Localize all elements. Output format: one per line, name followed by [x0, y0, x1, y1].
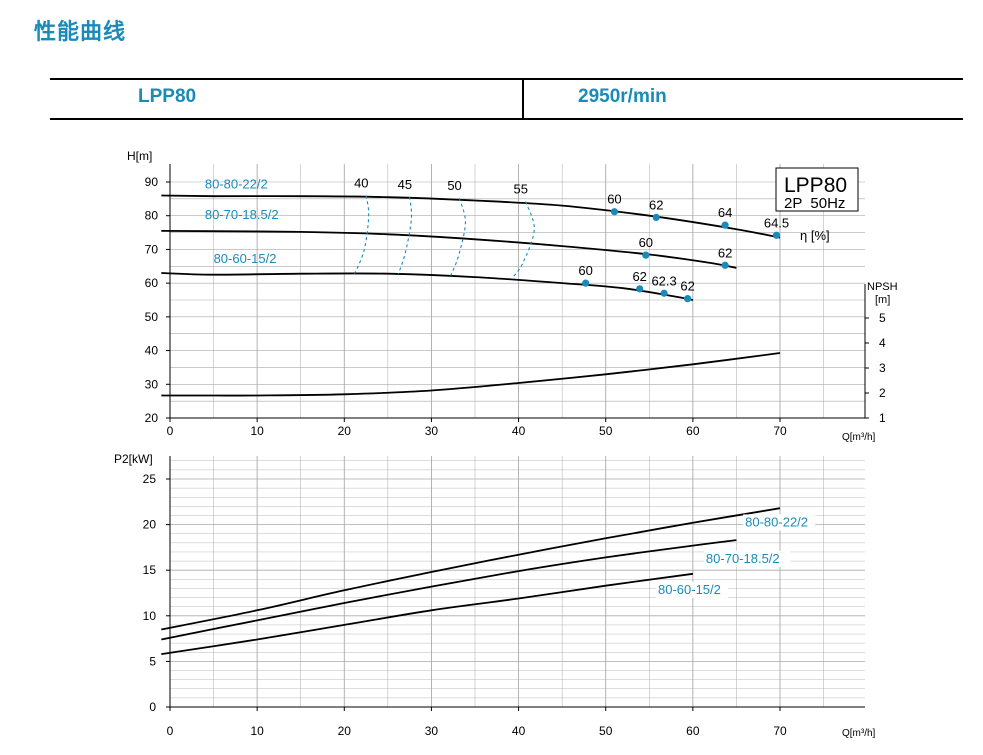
y-axis-label: P2[kW]: [114, 452, 153, 466]
x-tick-label: 0: [167, 724, 174, 738]
efficiency-point: [684, 295, 692, 303]
efficiency-point-label: 60: [578, 263, 592, 278]
x-tick-label: 40: [512, 724, 526, 738]
efficiency-point: [721, 261, 729, 269]
y-tick-label: 5: [149, 654, 156, 668]
head-curve: [161, 272, 694, 301]
series-label: 80-60-15/2: [214, 251, 277, 266]
power-curve: [161, 507, 781, 631]
page-title: 性能曲线: [34, 20, 127, 45]
series-label-bg: [703, 550, 791, 567]
x-tick-label: 20: [338, 424, 352, 438]
power-chart: 0 10 20 30 40 50 60 70 0 5 10 15 20 25 P2[kW] Q[m³/h] 80…: [114, 452, 876, 739]
y-tick-label: 70: [145, 242, 159, 256]
y2-tick-label: 5: [879, 311, 886, 325]
efficiency-point: [652, 213, 660, 221]
series-label-bg: [656, 581, 728, 598]
efficiency-point: [610, 208, 619, 216]
x-tick-label: 0: [167, 424, 174, 438]
x-tick-label: 30: [425, 724, 439, 738]
y2-tick-label: 3: [879, 361, 886, 375]
efficiency-point: [636, 285, 644, 293]
y-tick-label: 20: [145, 411, 159, 425]
efficiency-point-label: 64.5: [764, 215, 789, 230]
chart-title: LPP80: [784, 174, 847, 197]
model-label: LPP80: [138, 86, 197, 107]
x-tick-label: 40: [512, 424, 526, 438]
efficiency-point-label: 62.3: [651, 273, 676, 288]
x-tick-label: 50: [599, 424, 613, 438]
efficiency-axis-label: η [%]: [800, 228, 830, 243]
x-tick-label: 50: [599, 724, 613, 738]
iso-efficiency-line: [511, 201, 535, 280]
x-tick-label: 10: [250, 424, 264, 438]
chart-title-box: LPP80 2P 50Hz: [775, 167, 859, 212]
y2-tick-label: 2: [879, 386, 886, 400]
y-axis-label: H[m]: [127, 149, 152, 163]
series-label: 80-80-22/2: [205, 177, 268, 192]
y-tick-label: 0: [149, 700, 156, 714]
efficiency-point-label: 60: [607, 192, 621, 207]
head-curve: [161, 194, 781, 239]
y2-tick-label: 4: [879, 336, 886, 350]
head-chart: 0 10 20 30 40 50 60 70203040506070809012345H[m]…: [127, 149, 898, 443]
power-curve: [161, 572, 694, 655]
y-tick-label: 80: [145, 209, 159, 223]
iso-efficiency-line: [450, 198, 466, 276]
y-tick-label: 30: [145, 377, 159, 391]
efficiency-point: [642, 251, 650, 259]
efficiency-point: [721, 221, 729, 229]
x-tick-label: 70: [773, 724, 787, 738]
efficiency-point-label: 62: [718, 245, 732, 260]
x-tick-label: 30: [425, 424, 439, 438]
x-tick-label: 10: [250, 724, 264, 738]
series-label: 80-70-18.5/2: [706, 551, 780, 566]
chart-subtitle: 2P 50Hz: [784, 195, 845, 212]
model-header-band: [50, 78, 963, 120]
y2-axis-label: NPSH: [867, 281, 898, 293]
iso-efficiency-label: 55: [514, 182, 528, 197]
y-tick-label: 50: [145, 310, 159, 324]
power-curve: [161, 539, 737, 641]
x-tick-label: 20: [338, 724, 352, 738]
series-label: 80-80-22/2: [745, 514, 808, 529]
y-tick-label: 25: [143, 472, 157, 486]
iso-efficiency-label: 40: [354, 175, 368, 190]
iso-efficiency-label: 45: [398, 177, 412, 192]
speed-label: 2950r/min: [578, 86, 667, 107]
efficiency-point-label: 62: [649, 197, 663, 212]
npsh-curve: [161, 352, 781, 397]
y-tick-label: 60: [145, 276, 159, 290]
head-curve: [161, 230, 737, 269]
efficiency-point-label: 62: [632, 269, 646, 284]
x-tick-label: 60: [686, 424, 700, 438]
y-tick-label: 90: [145, 175, 159, 189]
efficiency-point: [582, 279, 590, 287]
series-label-bg: [743, 514, 816, 531]
x-tick-label: 60: [686, 724, 700, 738]
y2-tick-label: 1: [879, 411, 886, 425]
x-tick-label: 70: [773, 424, 787, 438]
series-label: 80-60-15/2: [658, 582, 721, 597]
y-tick-label: 40: [145, 344, 159, 358]
y-tick-label: 10: [143, 609, 157, 623]
efficiency-point-label: 62: [680, 279, 694, 294]
efficiency-point: [772, 231, 781, 239]
efficiency-point-label: 60: [639, 235, 653, 250]
y2-axis-unit: [m]: [875, 294, 890, 306]
header-divider: [522, 78, 524, 118]
x-axis-label: Q[m³/h]: [842, 432, 876, 443]
x-axis-label: Q[m³/h]: [842, 728, 876, 739]
series-label: 80-70-18.5/2: [205, 207, 279, 222]
efficiency-point: [660, 289, 668, 297]
y-tick-label: 15: [143, 563, 157, 577]
efficiency-point-label: 64: [718, 205, 732, 220]
y-tick-label: 20: [143, 518, 157, 532]
iso-efficiency-label: 50: [447, 178, 461, 193]
iso-efficiency-line: [354, 195, 370, 274]
